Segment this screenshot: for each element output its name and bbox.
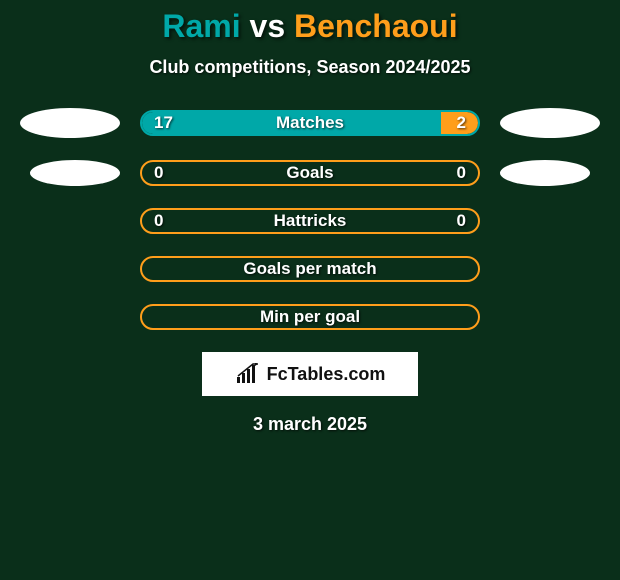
player1-marker	[20, 108, 120, 138]
subtitle: Club competitions, Season 2024/2025	[0, 57, 620, 78]
stat-row: 0 0 Goals	[0, 160, 620, 186]
date: 3 march 2025	[0, 414, 620, 435]
stat-row: Min per goal	[0, 304, 620, 330]
stat-label: Goals	[286, 163, 333, 183]
stat-bar: 0 0 Goals	[140, 160, 480, 186]
stat-bar: 0 0 Hattricks	[140, 208, 480, 234]
player2-marker	[500, 108, 600, 138]
stats-rows: 17 2 Matches 0 0 Goals 0 0 Hattricks Goals per ma…	[0, 108, 620, 330]
infographic-container: Rami vs Benchaoui Club competitions, Sea…	[0, 0, 620, 580]
stat-row: Goals per match	[0, 256, 620, 282]
stat-value-left: 0	[154, 211, 163, 231]
brand-box: FcTables.com	[202, 352, 418, 396]
stat-row: 17 2 Matches	[0, 108, 620, 138]
stat-value-left: 17	[154, 113, 173, 133]
comparison-title: Rami vs Benchaoui	[0, 8, 620, 45]
stat-value-left: 0	[154, 163, 163, 183]
stat-value-right: 2	[457, 113, 466, 133]
stat-label: Matches	[276, 113, 344, 133]
stat-value-right: 0	[457, 211, 466, 231]
player1-marker	[30, 160, 120, 186]
player2-marker	[500, 160, 590, 186]
stat-label: Hattricks	[274, 211, 347, 231]
stat-label: Goals per match	[243, 259, 376, 279]
stat-label: Min per goal	[260, 307, 360, 327]
player1-name: Rami	[162, 8, 240, 44]
stat-row: 0 0 Hattricks	[0, 208, 620, 234]
stat-bar: Goals per match	[140, 256, 480, 282]
player2-name: Benchaoui	[294, 8, 458, 44]
brand-chart-icon	[235, 363, 263, 385]
stat-bar: 17 2 Matches	[140, 110, 480, 136]
stat-bar: Min per goal	[140, 304, 480, 330]
vs-text: vs	[250, 8, 286, 44]
brand-text: FcTables.com	[267, 364, 386, 385]
stat-value-right: 0	[457, 163, 466, 183]
